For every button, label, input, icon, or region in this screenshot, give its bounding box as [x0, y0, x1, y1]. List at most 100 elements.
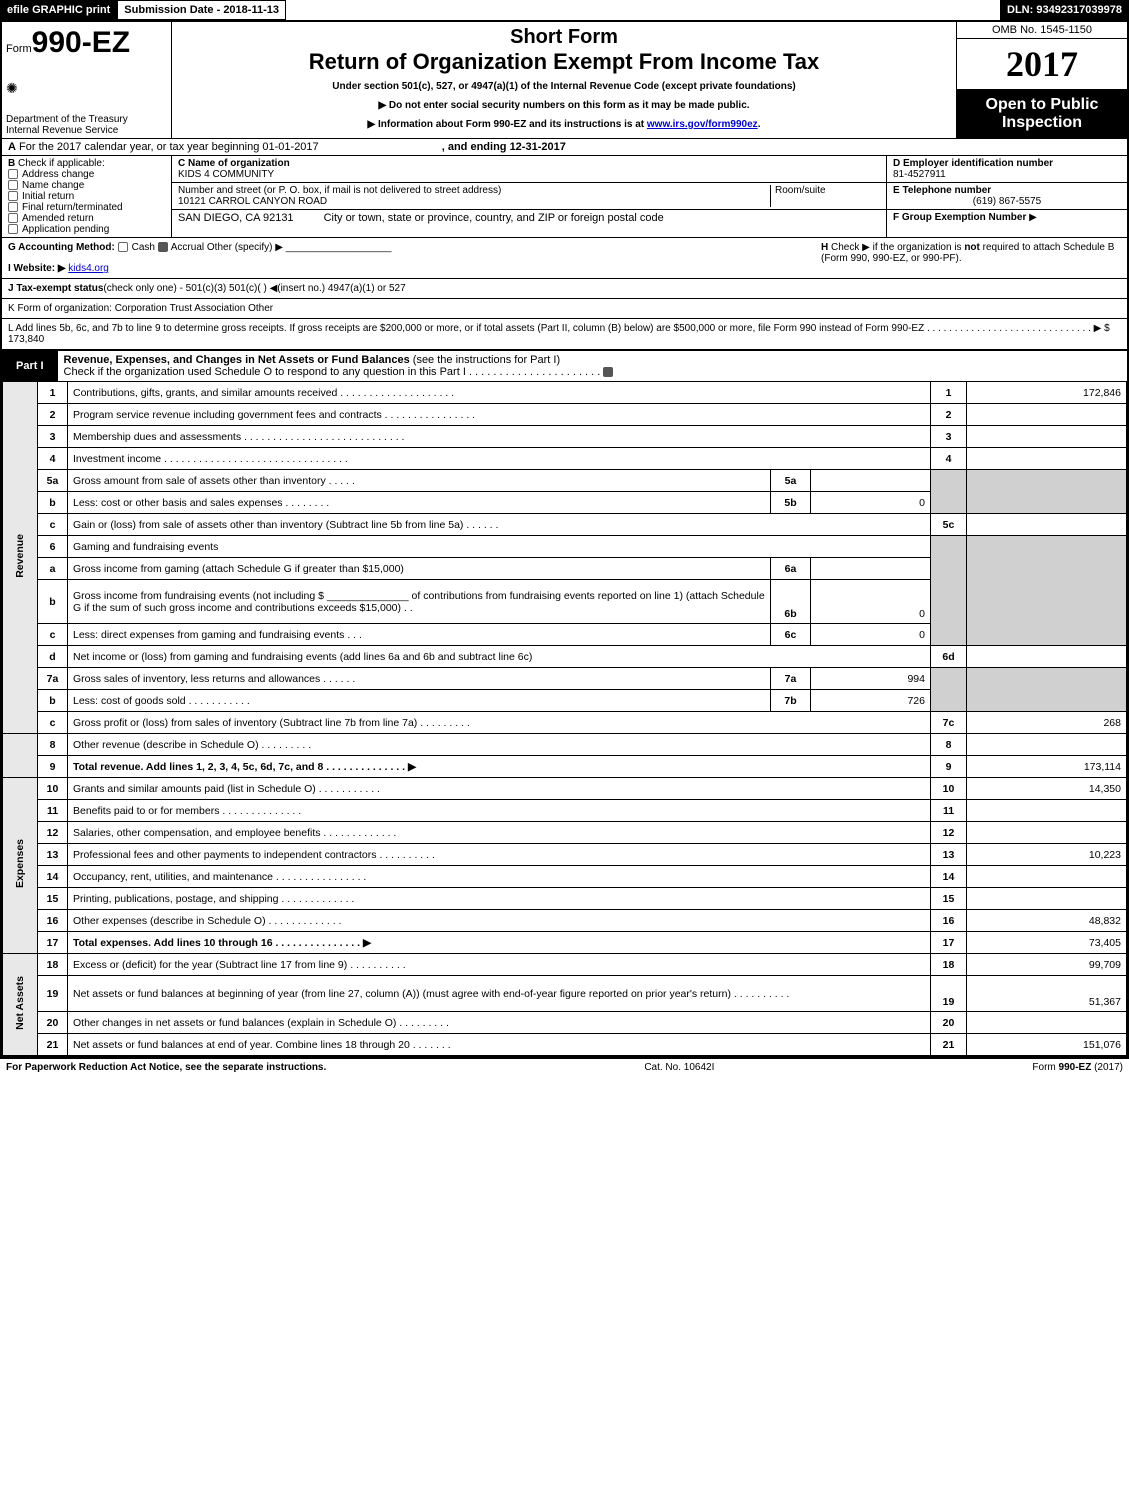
ln6a-midv [811, 558, 931, 580]
note-info: ▶ Information about Form 990-EZ and its … [180, 119, 948, 130]
ln7c-val: 268 [967, 712, 1127, 734]
right-cell: OMB No. 1545-1150 2017 Open to Public In… [957, 22, 1127, 138]
c-city-label: City or town, state or province, country… [324, 212, 664, 224]
ln4-val [967, 448, 1127, 470]
part1-header: Part I Revenue, Expenses, and Changes in… [2, 350, 1127, 381]
ln6a-desc: Gross income from gaming (attach Schedul… [68, 558, 771, 580]
chk-amended-return[interactable] [8, 213, 18, 223]
chk-name-change[interactable] [8, 180, 18, 190]
ln6d-desc: Net income or (loss) from gaming and fun… [68, 646, 931, 668]
chk-application-pending[interactable] [8, 224, 18, 234]
ln3-num: 3 [38, 426, 68, 448]
subtitle: Under section 501(c), 527, or 4947(a)(1)… [180, 81, 948, 92]
netassets-side-label: Net Assets [3, 954, 38, 1056]
ln12-val [967, 822, 1127, 844]
footer-catno: Cat. No. 10642I [644, 1062, 714, 1073]
open-to-public: Open to Public Inspection [957, 90, 1127, 138]
g-label: G Accounting Method: [8, 242, 115, 253]
ln14-rn: 14 [931, 866, 967, 888]
line-2: 2 Program service revenue including gove… [3, 404, 1127, 426]
form-container: Form990-EZ ✺ Department of the Treasury … [0, 20, 1129, 1058]
ln8-val [967, 734, 1127, 756]
line-3: 3 Membership dues and assessments . . . … [3, 426, 1127, 448]
part1-label: Part I [2, 357, 58, 375]
ln2-rn: 2 [931, 404, 967, 426]
period-text2: , and ending 12-31-2017 [442, 141, 566, 153]
ln6a-mid: 6a [771, 558, 811, 580]
ln5b-desc: Less: cost or other basis and sales expe… [68, 492, 771, 514]
line-10: Expenses 10 Grants and similar amounts p… [3, 778, 1127, 800]
ln10-rn: 10 [931, 778, 967, 800]
shade-6v [967, 536, 1127, 646]
line-14: 14 Occupancy, rent, utilities, and maint… [3, 866, 1127, 888]
g-cash: Cash [132, 242, 155, 253]
website-link[interactable]: kids4.org [68, 263, 109, 274]
chk-accrual[interactable] [158, 242, 168, 252]
chk-final-return[interactable] [8, 202, 18, 212]
g-row: G Accounting Method: Cash Accrual Other … [2, 238, 1127, 279]
note2-pre: ▶ Information about Form 990-EZ and its … [368, 119, 647, 130]
line-12: 12 Salaries, other compensation, and emp… [3, 822, 1127, 844]
ln5c-desc: Gain or (loss) from sale of assets other… [68, 514, 931, 536]
ln6d-val [967, 646, 1127, 668]
form-prefix: Form [6, 43, 32, 55]
ln7b-mid: 7b [771, 690, 811, 712]
chk-schedule-o[interactable] [603, 367, 613, 377]
j-label: J Tax-exempt status [8, 283, 103, 294]
line-5a: 5a Gross amount from sale of assets othe… [3, 470, 1127, 492]
chk-cash[interactable] [118, 242, 128, 252]
b-item-2: Initial return [22, 191, 74, 202]
shade-5v [967, 470, 1127, 514]
phone-value: (619) 867-5575 [893, 196, 1121, 207]
ln13-val: 10,223 [967, 844, 1127, 866]
line-13: 13 Professional fees and other payments … [3, 844, 1127, 866]
part1-title-bold: Revenue, Expenses, and Changes in Net As… [64, 354, 413, 366]
header-row: Form990-EZ ✺ Department of the Treasury … [2, 22, 1127, 139]
ln5a-mid: 5a [771, 470, 811, 492]
c-name-label: C Name of organization [178, 158, 290, 169]
j-row: J Tax-exempt status(check only one) - 50… [2, 279, 1127, 299]
ln14-num: 14 [38, 866, 68, 888]
ln19-val: 51,367 [967, 976, 1127, 1012]
ln6c-midv: 0 [811, 624, 931, 646]
line-1: Revenue 1 Contributions, gifts, grants, … [3, 382, 1127, 404]
ln5b-mid: 5b [771, 492, 811, 514]
footer-left: For Paperwork Reduction Act Notice, see … [6, 1062, 326, 1073]
shade-6 [931, 536, 967, 646]
ln15-num: 15 [38, 888, 68, 910]
ln1-desc: Contributions, gifts, grants, and simila… [68, 382, 931, 404]
ln9-val: 173,114 [967, 756, 1127, 778]
ln15-val [967, 888, 1127, 910]
ln6c-num: c [38, 624, 68, 646]
ln21-rn: 21 [931, 1034, 967, 1056]
ln16-rn: 16 [931, 910, 967, 932]
b-item-4: Amended return [22, 213, 94, 224]
footer-right: Form 990-EZ (2017) [1032, 1062, 1123, 1073]
ln6c-mid: 6c [771, 624, 811, 646]
ln7b-num: b [38, 690, 68, 712]
ln6b-midv: 0 [811, 580, 931, 624]
ln13-desc: Professional fees and other payments to … [68, 844, 931, 866]
ln5b-num: b [38, 492, 68, 514]
ln7c-rn: 7c [931, 712, 967, 734]
line-8: 8 Other revenue (describe in Schedule O)… [3, 734, 1127, 756]
ln17-desc: Total expenses. Add lines 10 through 16 … [68, 932, 931, 954]
ein-value: 81-4527911 [893, 169, 1121, 180]
ln7a-midv: 994 [811, 668, 931, 690]
ln5c-val [967, 514, 1127, 536]
ln20-rn: 20 [931, 1012, 967, 1034]
main-title: Return of Organization Exempt From Incom… [180, 49, 948, 75]
ln5a-num: 5a [38, 470, 68, 492]
ln21-desc: Net assets or fund balances at end of ye… [68, 1034, 931, 1056]
ln9-num: 9 [38, 756, 68, 778]
l-row: L Add lines 5b, 6c, and 7b to line 9 to … [2, 319, 1127, 350]
omb-number: OMB No. 1545-1150 [957, 22, 1127, 39]
expenses-side-label: Expenses [3, 778, 38, 954]
ln8-num: 8 [38, 734, 68, 756]
irs-link[interactable]: www.irs.gov/form990ez [647, 119, 758, 130]
line-18: Net Assets 18 Excess or (deficit) for th… [3, 954, 1127, 976]
ln20-val [967, 1012, 1127, 1034]
ln2-num: 2 [38, 404, 68, 426]
chk-address-change[interactable] [8, 169, 18, 179]
chk-initial-return[interactable] [8, 191, 18, 201]
